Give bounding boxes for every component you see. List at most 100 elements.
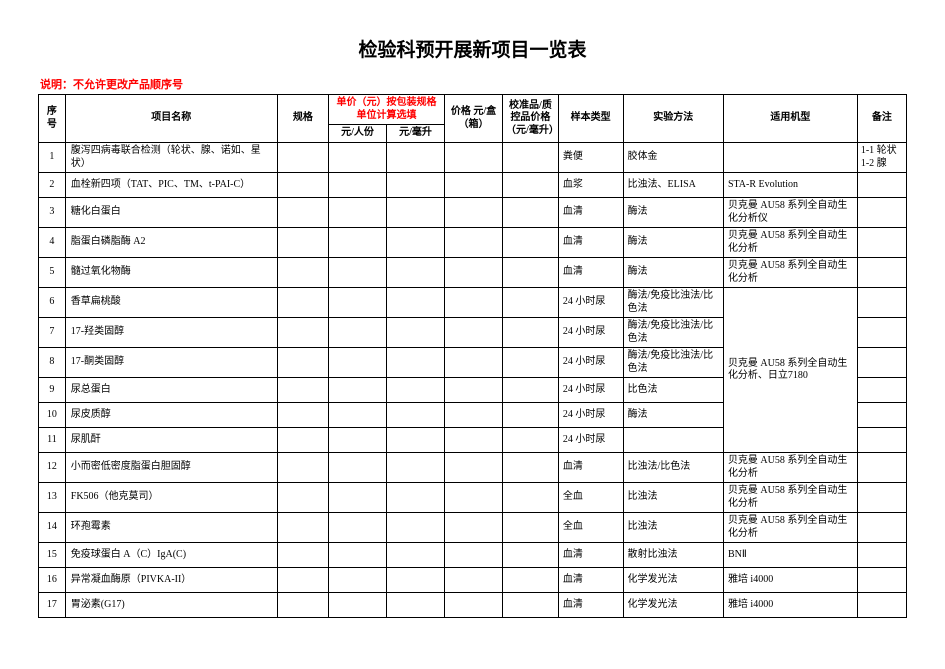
page-title: 检验科预开展新项目一览表 [38, 35, 907, 62]
projects-table: 序号 项目名称 规格 单价（元）按包装规格单位计算选填 价格 元/盒（箱） 校准… [38, 94, 907, 618]
qc-cell [503, 483, 559, 513]
hdr-remark: 备注 [857, 95, 906, 143]
seq-cell: 10 [39, 403, 66, 428]
spec-cell [277, 593, 328, 618]
seq-cell: 16 [39, 568, 66, 593]
name-cell: 胃泌素(G17) [65, 593, 277, 618]
qc-cell [503, 593, 559, 618]
qc-cell [503, 453, 559, 483]
name-cell: 17-酮类固醇 [65, 348, 277, 378]
method-cell: 酶法 [623, 228, 723, 258]
model-cell: 贝克曼 AU58 系列全自动生化分析 [723, 513, 857, 543]
remark-cell [857, 428, 906, 453]
seq-cell: 12 [39, 453, 66, 483]
method-cell: 比色法 [623, 378, 723, 403]
price-box-cell [445, 288, 503, 318]
spec-cell [277, 143, 328, 173]
name-cell: FK506（他克莫司） [65, 483, 277, 513]
table-row: 2血栓新四项（TAT、PIC、TM、t-PAI-C）血浆比浊法、ELISASTA… [39, 173, 907, 198]
price-person-cell [329, 543, 387, 568]
method-cell: 比浊法、ELISA [623, 173, 723, 198]
name-cell: 尿肌酐 [65, 428, 277, 453]
model-cell [723, 143, 857, 173]
remark-cell [857, 318, 906, 348]
price-person-cell [329, 593, 387, 618]
spec-cell [277, 228, 328, 258]
hdr-model: 适用机型 [723, 95, 857, 143]
table-row: 6香草扁桃酸24 小时尿酶法/免疫比浊法/比色法贝克曼 AU58 系列全自动生化… [39, 288, 907, 318]
remark-cell [857, 378, 906, 403]
price-person-cell [329, 318, 387, 348]
price-ml-cell [387, 483, 445, 513]
table-header: 序号 项目名称 规格 单价（元）按包装规格单位计算选填 价格 元/盒（箱） 校准… [39, 95, 907, 143]
model-cell: BNⅡ [723, 543, 857, 568]
name-cell: 脂蛋白磷脂酶 A2 [65, 228, 277, 258]
name-cell: 异常凝血酶原（PIVKA-II） [65, 568, 277, 593]
price-box-cell [445, 513, 503, 543]
sample-cell: 全血 [558, 513, 623, 543]
price-ml-cell [387, 288, 445, 318]
spec-cell [277, 258, 328, 288]
sample-cell: 24 小时尿 [558, 288, 623, 318]
table-row: 1腹泻四病毒联合检测（轮状、腺、诺如、星状）粪便胶体金1-1 轮状 1-2 腺 [39, 143, 907, 173]
spec-cell [277, 198, 328, 228]
sample-cell: 24 小时尿 [558, 348, 623, 378]
hdr-name: 项目名称 [65, 95, 277, 143]
sample-cell: 24 小时尿 [558, 428, 623, 453]
seq-cell: 4 [39, 228, 66, 258]
price-ml-cell [387, 593, 445, 618]
price-person-cell [329, 258, 387, 288]
price-ml-cell [387, 543, 445, 568]
hdr-spec: 规格 [277, 95, 328, 143]
price-ml-cell [387, 258, 445, 288]
sample-cell: 血清 [558, 568, 623, 593]
price-box-cell [445, 483, 503, 513]
remark-cell [857, 568, 906, 593]
name-cell: 尿皮质醇 [65, 403, 277, 428]
qc-cell [503, 198, 559, 228]
hdr-method: 实验方法 [623, 95, 723, 143]
method-cell: 比浊法/比色法 [623, 453, 723, 483]
name-cell: 小而密低密度脂蛋白胆固醇 [65, 453, 277, 483]
model-cell: 雅培 i4000 [723, 593, 857, 618]
price-box-cell [445, 428, 503, 453]
sample-cell: 全血 [558, 483, 623, 513]
price-person-cell [329, 348, 387, 378]
seq-cell: 9 [39, 378, 66, 403]
model-cell: 贝克曼 AU58 系列全自动生化分析、日立7180 [723, 288, 857, 453]
hdr-price-ml: 元/毫升 [387, 125, 445, 143]
price-ml-cell [387, 143, 445, 173]
seq-cell: 7 [39, 318, 66, 348]
model-cell: 雅培 i4000 [723, 568, 857, 593]
model-cell: 贝克曼 AU58 系列全自动生化分析仪 [723, 198, 857, 228]
price-person-cell [329, 453, 387, 483]
table-row: 15免疫球蛋白 A（C）IgA(C)血清散射比浊法BNⅡ [39, 543, 907, 568]
note-text: 说明：不允许更改产品顺序号 [38, 76, 907, 92]
seq-cell: 3 [39, 198, 66, 228]
seq-cell: 6 [39, 288, 66, 318]
seq-cell: 2 [39, 173, 66, 198]
price-person-cell [329, 143, 387, 173]
seq-cell: 11 [39, 428, 66, 453]
price-person-cell [329, 173, 387, 198]
remark-cell [857, 513, 906, 543]
qc-cell [503, 228, 559, 258]
seq-cell: 17 [39, 593, 66, 618]
hdr-qc: 校准品/质控品价格（元/毫升） [503, 95, 559, 143]
qc-cell [503, 543, 559, 568]
remark-cell [857, 483, 906, 513]
spec-cell [277, 513, 328, 543]
price-box-cell [445, 403, 503, 428]
price-box-cell [445, 258, 503, 288]
price-box-cell [445, 543, 503, 568]
qc-cell [503, 143, 559, 173]
table-row: 13FK506（他克莫司）全血比浊法贝克曼 AU58 系列全自动生化分析 [39, 483, 907, 513]
seq-cell: 8 [39, 348, 66, 378]
sample-cell: 血清 [558, 228, 623, 258]
qc-cell [503, 288, 559, 318]
method-cell: 散射比浊法 [623, 543, 723, 568]
table-row: 3糖化白蛋白血清酶法贝克曼 AU58 系列全自动生化分析仪 [39, 198, 907, 228]
method-cell: 酶法 [623, 198, 723, 228]
qc-cell [503, 258, 559, 288]
hdr-seq: 序号 [39, 95, 66, 143]
